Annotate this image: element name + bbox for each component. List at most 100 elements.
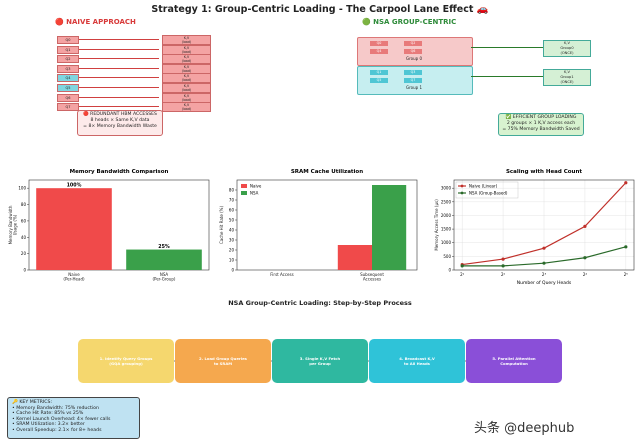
nsa-header: 🟢 NSA GROUP-CENTRIC — [362, 18, 457, 26]
naive-header: 🔴 NAIVE APPROACH — [55, 18, 136, 26]
arrow — [79, 106, 159, 108]
group-query: Q6 — [404, 49, 422, 54]
legend-label: Naive (Linear) — [469, 184, 498, 189]
charts-svg: Memory Bandwidth Comparison020406080100M… — [8, 169, 635, 286]
y-tick-label: 0 — [23, 268, 26, 273]
bar — [36, 188, 112, 270]
y-tick-label: 3000 — [441, 186, 452, 191]
data-point — [542, 246, 546, 250]
plot-frame — [28, 179, 210, 271]
group-query: Q5 — [370, 78, 388, 83]
x-tick-label: 2¹ — [460, 272, 465, 277]
y-tick-label: 20 — [229, 248, 235, 253]
y-tick-label: 0 — [448, 268, 451, 273]
legend-label: Naive — [250, 184, 262, 189]
x-tick-label: NSA (Per-Group) — [152, 272, 175, 282]
x-tick-label: 2⁵ — [624, 272, 629, 277]
y-axis-label: Cache Hit Rate (%) — [219, 206, 224, 244]
group-label: Group 1 — [406, 85, 422, 90]
group-query: Q0 — [370, 41, 388, 46]
y-tick-label: 1500 — [441, 227, 452, 232]
main-title: Strategy 1: Group-Centric Loading - The … — [151, 4, 489, 15]
naive-note: 🔴 REDUNDANT HBM ACCESSES 8 heads × Same … — [77, 110, 163, 136]
y-tick-label: 70 — [229, 198, 235, 203]
key-metrics-box: 🔑 KEY METRICS: • Memory Bandwidth: 75% r… — [7, 397, 140, 439]
arrow — [79, 67, 159, 69]
y-tick-label: 40 — [21, 235, 27, 240]
process-title: NSA Group-Centric Loading: Step-by-Step … — [228, 299, 412, 307]
query-box: Q5 — [57, 84, 79, 92]
naive-note-text: 🔴 REDUNDANT HBM ACCESSES 8 heads × Same … — [83, 112, 157, 129]
y-tick-label: 80 — [21, 202, 27, 207]
legend-label: NSA (Group-Based) — [469, 191, 508, 196]
chart-title: Memory Bandwidth Comparison — [70, 169, 169, 175]
kv-box: K,V (load) — [162, 73, 211, 84]
metric-line: • SRAM Utilization: 3.2× better — [12, 422, 85, 428]
plot-frame — [236, 179, 418, 271]
key-metrics-list: • Memory Bandwidth: 75% reduction • Cache… — [12, 406, 139, 434]
group-query: Q3 — [404, 70, 422, 75]
data-label: 100% — [67, 183, 82, 189]
x-tick-label: 2² — [501, 272, 506, 277]
group-query: Q2 — [404, 41, 422, 46]
query-box: Q4 — [57, 74, 79, 83]
data-point — [624, 245, 628, 249]
group-label: Group 0 — [406, 56, 422, 61]
legend-label: NSA — [250, 191, 259, 196]
y-tick-label: 1000 — [441, 240, 452, 245]
legend-box — [455, 181, 519, 199]
kv-box: K,V (load) — [162, 44, 211, 55]
arrow — [79, 39, 159, 40]
kv-box: K,V (load) — [162, 102, 211, 113]
group-query: Q1 — [370, 70, 388, 75]
nsa-note: ✅ EFFICIENT GROUP LOADING 2 groups × 1 K… — [498, 113, 584, 136]
metric-line: • Memory Bandwidth: 75% reduction — [12, 405, 99, 411]
data-label: 25% — [158, 244, 170, 250]
y-tick-label: 80 — [229, 188, 235, 193]
legend-marker — [460, 184, 464, 188]
group-query: Q4 — [370, 49, 388, 54]
x-tick-label: 2³ — [542, 272, 547, 277]
x-tick-label: 2⁴ — [583, 272, 588, 277]
data-point — [460, 264, 464, 268]
metric-line: • Overall Speedup: 2.1× for 8+ heads — [12, 427, 102, 433]
metric-line: • Cache Hit Rate: 85% vs 25% — [12, 411, 84, 417]
y-tick-label: 20 — [21, 251, 27, 256]
chart-title: SRAM Cache Utilization — [291, 169, 363, 175]
plot-frame — [453, 179, 635, 271]
data-point — [583, 224, 587, 228]
query-box: Q0 — [57, 36, 79, 44]
group-kv-box: K,V Group0 (ONCE) — [543, 40, 591, 57]
arrow — [79, 77, 159, 79]
y-tick-label: 2000 — [441, 213, 452, 218]
kv-box: K,V (load) — [162, 54, 211, 65]
data-point — [583, 256, 587, 260]
query-box: Q7 — [57, 103, 79, 112]
key-metrics-title: 🔑 KEY METRICS: — [12, 400, 53, 405]
data-point — [542, 261, 546, 265]
query-box: Q2 — [57, 55, 79, 64]
x-tick-label: First Access — [270, 272, 293, 277]
kv-box: K,V (load) — [162, 63, 211, 74]
watermark: 头条 @deephub — [474, 421, 575, 436]
y-axis-label: Memory BandwidthUsage (%) — [8, 205, 18, 244]
bar — [337, 245, 372, 270]
group-arrow — [471, 76, 543, 77]
nsa-note-text: ✅ EFFICIENT GROUP LOADING 2 groups × 1 K… — [502, 115, 580, 133]
y-tick-label: 30 — [229, 238, 235, 243]
process-step: 2. Load Group Queries to SRAM — [175, 339, 271, 383]
group-arrow — [471, 47, 543, 48]
y-tick-label: 500 — [443, 254, 451, 259]
process-step: 5. Parallel Attention Computation — [466, 339, 562, 383]
data-point — [624, 181, 628, 185]
bar — [372, 185, 407, 270]
group-query: Q7 — [404, 78, 422, 83]
data-point — [501, 257, 505, 261]
process-step: 3. Single K,V Fetch per Group — [272, 339, 368, 383]
metric-line: • Kernel Launch Overhead: 4× fewer calls — [12, 416, 111, 422]
y-axis-label: Memory Access Time (μs) — [434, 199, 439, 251]
y-tick-label: 50 — [229, 218, 235, 223]
x-tick-label: Subsequent Accesses — [360, 272, 384, 282]
y-tick-label: 100 — [18, 186, 26, 191]
